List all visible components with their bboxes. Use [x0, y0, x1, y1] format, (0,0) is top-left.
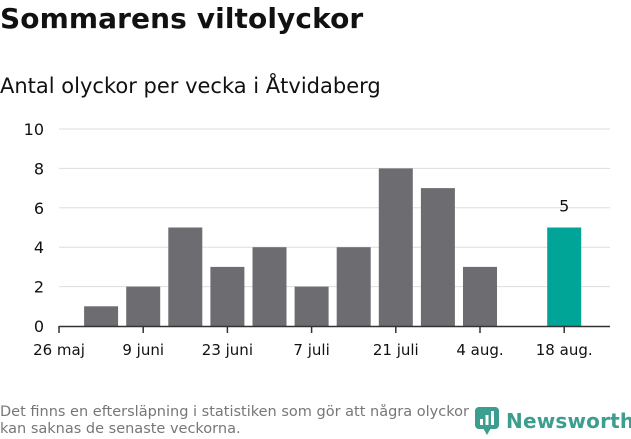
- x-tick-label: 18 aug.: [536, 341, 593, 359]
- bar: [336, 247, 371, 326]
- y-tick-label: 6: [34, 199, 44, 218]
- bar: [547, 227, 582, 326]
- brand-logo: Newsworthy: [474, 406, 631, 436]
- y-tick-label: 4: [34, 238, 44, 257]
- y-tick-label: 0: [34, 317, 44, 336]
- bar: [126, 286, 161, 326]
- bar: [378, 168, 413, 326]
- bar: [420, 188, 455, 326]
- bar: [463, 266, 497, 326]
- newsworthy-logo-icon: [475, 407, 499, 435]
- bar: [168, 227, 203, 326]
- y-tick-label: 2: [34, 278, 44, 297]
- x-tick-label: 7 juli: [293, 341, 329, 359]
- bar-chart: 0 2 4 6 8 10 5 26 maj 9 juni 23 juni 7 juli 21 juli…: [24, 120, 610, 359]
- x-tick-label: 21 juli: [373, 341, 419, 359]
- bar: [294, 286, 329, 326]
- chart-title: Sommarens viltolyckor: [0, 2, 364, 35]
- x-tick-label: 4 aug.: [456, 341, 503, 359]
- chart-subtitle: Antal olyckor per vecka i Åtvidaberg: [0, 74, 381, 98]
- bar-value-label: 5: [559, 197, 569, 216]
- x-tick-label: 9 juni: [122, 341, 164, 359]
- y-tick-label: 10: [24, 120, 44, 139]
- brand-name: Newsworthy: [506, 409, 631, 433]
- y-tick-label: 8: [34, 159, 44, 178]
- x-tick-label: 26 maj: [33, 341, 85, 359]
- bar: [252, 247, 287, 326]
- bar: [210, 266, 245, 326]
- x-tick-label: 23 juni: [202, 341, 253, 359]
- bar: [84, 306, 119, 326]
- footnote: Det finns en eftersläpning i statistiken…: [0, 404, 469, 437]
